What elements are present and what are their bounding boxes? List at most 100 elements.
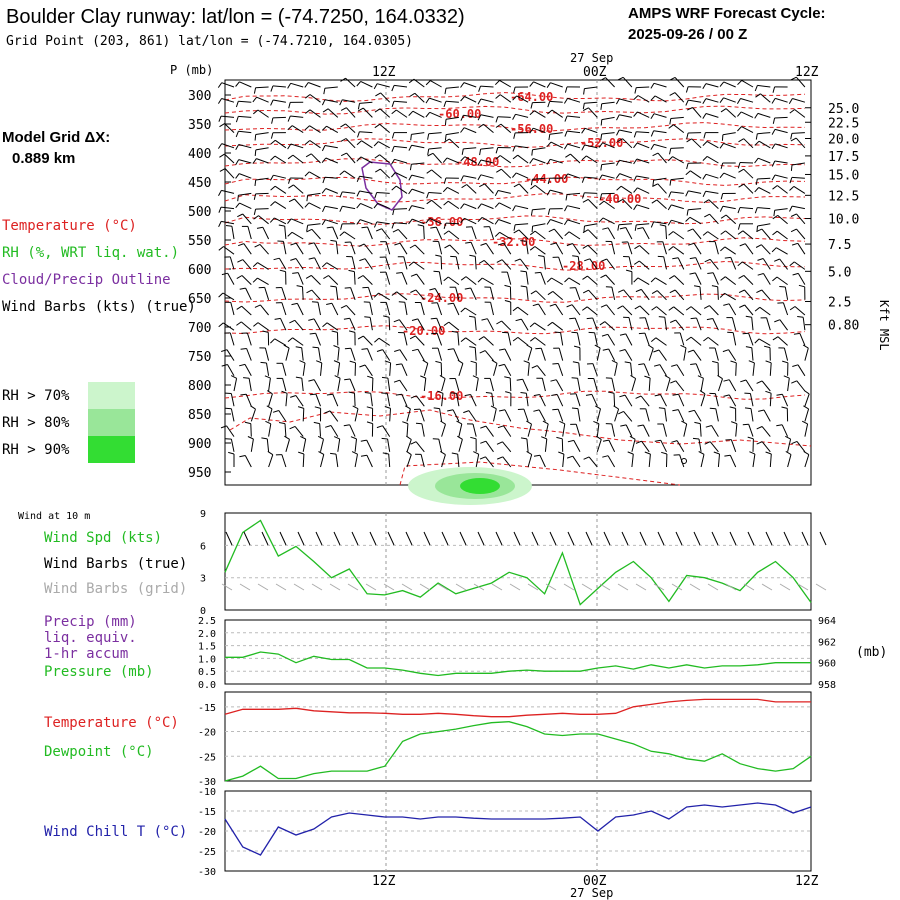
wind-barb-flag xyxy=(689,272,696,275)
wind-barb-flag xyxy=(772,86,776,93)
wind-barb xyxy=(572,255,581,270)
wind-barb-flag xyxy=(373,202,379,209)
wind-barbs-true-legend: Wind Barbs (true) xyxy=(44,556,187,572)
wind-barb xyxy=(686,162,702,170)
precip-accum-legend: 1-hr accum xyxy=(44,646,128,662)
wind-barb-flag xyxy=(444,138,450,143)
wind-barb-shaft xyxy=(619,114,633,118)
dewpoint-line xyxy=(224,721,812,782)
pressure-unit-label: (mb) xyxy=(856,645,887,660)
wind-barb-shaft xyxy=(463,82,477,88)
wind-barb-shaft xyxy=(328,275,339,285)
wind-barb-shaft xyxy=(229,332,235,346)
wind-barb-shaft xyxy=(527,347,533,361)
wind-barb-shaft xyxy=(665,225,667,240)
wind-barb-shaft xyxy=(533,158,546,164)
wind-barb-shaft xyxy=(538,409,546,422)
wind-barb-flag xyxy=(478,85,481,92)
wind-barb xyxy=(267,450,274,468)
wind-barb-shaft xyxy=(330,425,339,437)
wind-barb xyxy=(790,132,805,140)
wind-barb-shaft xyxy=(533,127,546,134)
wind-barb xyxy=(533,409,546,422)
wind-barb xyxy=(225,407,235,422)
wind-barb-shaft xyxy=(577,408,581,422)
wind-barb-shaft xyxy=(385,271,391,285)
wind-barb-shaft xyxy=(757,84,771,88)
wind-barb xyxy=(391,172,408,179)
wind-barb-flag xyxy=(616,185,622,191)
wind-barb-shaft xyxy=(568,277,581,286)
surface-wind-barb-shaft xyxy=(585,531,593,546)
wind-barb-shaft xyxy=(637,111,650,118)
wind-barb-flag xyxy=(520,437,527,440)
wind-barb-shaft xyxy=(501,320,512,331)
isotherm-line xyxy=(399,461,681,486)
wind-barb-shaft xyxy=(247,226,252,240)
wind-barb-shaft xyxy=(691,138,702,149)
wind-barb-shaft xyxy=(385,302,391,316)
surface-wind-barb-shaft xyxy=(603,531,611,546)
height-tick-label: 10.0 xyxy=(828,213,859,228)
wind-barb xyxy=(672,393,685,407)
wind-barb xyxy=(709,241,719,255)
wind-barb xyxy=(472,375,479,392)
wind-barb-flag xyxy=(254,179,257,186)
wind-barb xyxy=(504,300,512,316)
wind-barb xyxy=(361,226,373,240)
wind-barb-shaft xyxy=(799,333,806,346)
wind-barb xyxy=(650,277,667,286)
wind-barb-flag xyxy=(516,378,523,381)
wind-barb xyxy=(253,322,269,331)
wind-barb-shaft xyxy=(380,92,391,103)
wind-barb-shaft xyxy=(636,223,650,226)
wind-barb xyxy=(726,317,737,331)
wind-barb xyxy=(547,109,563,118)
wind-barb-flag xyxy=(470,436,477,440)
wind-barb xyxy=(290,395,304,407)
wind-barb-shaft xyxy=(308,202,321,210)
wind-barb-shaft xyxy=(611,286,616,300)
wind-barb-flag xyxy=(602,439,609,442)
surface-wind-barb xyxy=(603,531,611,546)
wind-barb-flag xyxy=(698,451,705,455)
wind-barb xyxy=(391,132,407,139)
legend-rh80-swatch xyxy=(88,409,135,436)
wind-barb-shaft xyxy=(238,100,252,103)
grid-wind-barb-shaft xyxy=(527,583,539,591)
wind-barb xyxy=(605,286,616,300)
wind-barb xyxy=(390,158,408,165)
wind-barb-flag xyxy=(464,394,471,397)
wind-barb-flag xyxy=(634,224,637,231)
wind-barb xyxy=(546,189,563,196)
wind-barb-flag xyxy=(425,97,430,104)
wind-barb xyxy=(707,272,719,285)
wind-barb-flag xyxy=(658,407,665,409)
wind-barb-flag xyxy=(583,88,585,95)
height-tick-label: 22.5 xyxy=(828,116,859,131)
wind-barb xyxy=(531,147,546,156)
wind-barb-flag xyxy=(797,316,804,318)
wind-barb-flag xyxy=(599,321,606,326)
wind-barb xyxy=(790,162,805,171)
wind-barb-flag xyxy=(685,86,689,93)
wind-barb-flag xyxy=(321,157,327,164)
wind-barb xyxy=(599,321,615,331)
grid-wind-barb xyxy=(455,583,467,591)
wind-barb-shaft xyxy=(536,365,546,377)
wind-barb xyxy=(504,376,512,392)
wind-barb-shaft xyxy=(465,337,477,346)
wind-barb-flag xyxy=(321,145,326,152)
wind-barb-flag xyxy=(480,425,487,429)
wind-barb xyxy=(356,156,373,164)
wind-barb-shaft xyxy=(417,349,425,361)
wind-barb-shaft xyxy=(762,258,771,270)
precip-tick-label: 1.5 xyxy=(198,642,216,653)
wind-barb-flag xyxy=(569,317,576,320)
surface-wind-barb-shaft xyxy=(729,531,737,546)
wind-barb xyxy=(460,114,477,121)
wind-barb-flag xyxy=(426,169,432,174)
wind-barb xyxy=(432,240,443,255)
wind-barb xyxy=(494,219,511,225)
wind-barb-flag xyxy=(567,439,574,443)
